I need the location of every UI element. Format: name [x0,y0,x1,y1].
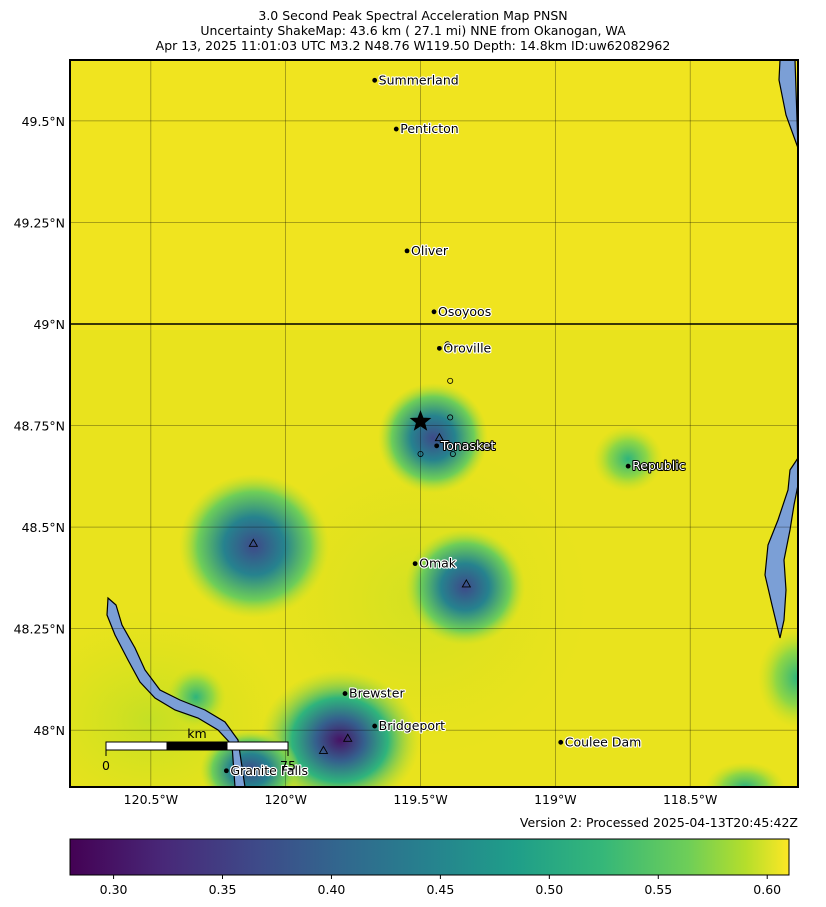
lon-tick-label: 119°W [534,792,576,807]
epicenter-layer [409,410,432,431]
stations-layer [248,341,472,754]
scale-bar-seg2 [166,741,228,751]
version-label: Version 2: Processed 2025-04-13T20:45:42… [519,815,798,830]
station-triangle-icon [434,432,445,442]
lat-tick-label: 48°N [33,723,65,738]
map-field: Summerland Penticton Oliver Osoyoos Oroville… [70,60,798,787]
lake-northeast [778,60,798,149]
lon-tick-label: 118.5°W [663,792,717,807]
city-label: Brewster [349,686,405,701]
station-circle-icon [444,341,451,348]
colorbar-tick-label: 0.45 [426,882,454,897]
city-label: Summerland [379,72,459,87]
city-marker-icon [393,126,399,132]
city-marker-icon [434,443,440,449]
colorbar-tick-label: 0.30 [100,882,128,897]
city-label: Penticton [400,121,458,136]
station-triangle-icon [318,745,329,754]
star-icon [409,410,432,431]
city-label: Granite Falls [230,763,308,778]
city-label: Omak [419,556,457,571]
lat-tick-label: 48.25°N [14,622,65,637]
lon-tick-label: 119.5°W [393,792,447,807]
station-triangle-icon [248,538,259,547]
scale-bar-seg3 [226,741,289,751]
lat-tick-label: 49.5°N [22,114,65,129]
city-marker-icon [342,691,348,696]
colorbar-tick-label: 0.55 [644,882,672,897]
lat-tick-label: 49°N [33,317,65,332]
colorbar-tick-label: 0.60 [753,882,781,897]
colorbar-tick-label: 0.50 [535,882,563,897]
scale-bar-unit: km [187,726,206,741]
map-title-line1: 3.0 Second Peak Spectral Acceleration Ma… [258,8,568,23]
low-zone-east-edge [758,628,798,728]
station-triangle-icon [461,579,472,588]
lon-tick-label: 120.5°W [124,792,178,807]
scale-bar-end-label: 75 [280,758,296,773]
river-east [764,456,798,639]
station-circle-icon [417,450,424,457]
low-zone-epicenter [378,383,488,493]
city-marker-icon [431,309,437,315]
scale-bar: km 0 75 [102,726,296,773]
low-zone-republic [593,426,663,492]
lat-tick-label: 48.5°N [22,520,65,535]
station-triangle-icon [342,733,353,742]
scale-bar-seg1 [105,741,168,751]
map-title-line2: Uncertainty ShakeMap: 43.6 km ( 27.1 mi)… [200,23,626,38]
city-marker-icon [558,739,564,745]
colorbar [69,838,790,876]
map-frame [69,59,799,788]
lon-tick-label: 120°W [264,792,306,807]
station-circle-icon [449,450,456,457]
city-marker-icon [372,77,378,83]
city-label: Bridgeport [379,718,445,733]
city-label: Oliver [411,243,449,258]
map-title-line3: Apr 13, 2025 11:01:03 UTC M3.2 N48.76 W1… [155,38,671,53]
city-label: Republic [632,458,686,473]
lat-tick-label: 48.75°N [14,419,65,434]
city-marker-icon [436,345,442,351]
low-zone-bridgeport [260,670,420,787]
colorbar-ticks: 0.30 0.35 0.40 0.45 0.50 0.55 0.60 [100,875,781,897]
colorbar-tick-label: 0.35 [209,882,237,897]
city-label: Coulee Dam [565,734,642,749]
cities-layer: Summerland Penticton Oliver Osoyoos Oroville… [223,71,687,779]
city-label: Tonasket [440,438,496,453]
city-marker-icon [625,463,631,469]
station-circle-icon [447,377,454,384]
station-circle-icon [447,414,454,421]
lat-tick-label: 49.25°N [14,215,65,230]
city-marker-icon [372,723,378,729]
city-label: Osoyoos [438,304,491,319]
city-marker-icon [404,248,410,254]
axis-ticks: 120.5°W 120°W 119.5°W 119°W 118.5°W 49.5°N 49.… [14,114,718,807]
low-zone-southeast [705,762,785,787]
scale-bar-start-label: 0 [102,758,110,773]
city-marker-icon [412,561,418,567]
city-label: Oroville [443,340,491,355]
city-marker-icon [223,768,229,774]
colorbar-tick-label: 0.40 [318,882,346,897]
river-southwest [106,596,246,787]
